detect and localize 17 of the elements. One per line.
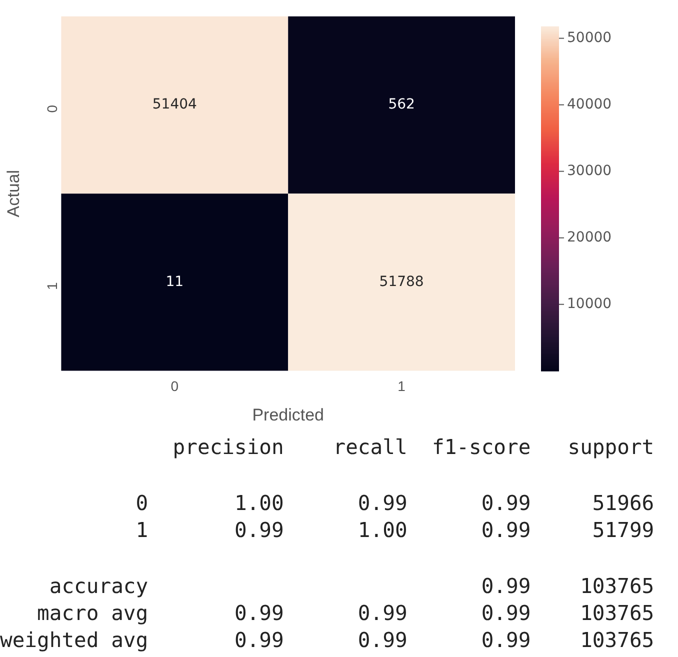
text: macro avg 0.99 0.99 0.99 103765 bbox=[36, 600, 654, 627]
data-label: 51788 bbox=[379, 274, 424, 290]
text: 1 0.99 1.00 0.99 51799 bbox=[134, 517, 654, 544]
color-bar-label: 40000 bbox=[567, 96, 612, 112]
text: 0 1.00 0.99 0.99 51966 bbox=[134, 490, 654, 517]
y-axis-title: Actual bbox=[4, 170, 23, 218]
data-label: 11 bbox=[166, 274, 184, 290]
color-bar-label: 10000 bbox=[567, 296, 612, 312]
x-axis-title: Predicted bbox=[252, 405, 324, 424]
data-label: 51404 bbox=[152, 96, 198, 113]
color-bar-label: 20000 bbox=[567, 229, 612, 246]
data-label: 562 bbox=[388, 96, 415, 113]
color-bar-label: 50000 bbox=[567, 30, 612, 46]
text: precision recall f1-score support bbox=[172, 434, 654, 461]
text: weighted avg 0.99 0.99 0.99 103765 bbox=[0, 627, 654, 654]
text: accuracy 0.99 103765 bbox=[48, 573, 654, 600]
color-bar-label: 30000 bbox=[567, 162, 612, 179]
